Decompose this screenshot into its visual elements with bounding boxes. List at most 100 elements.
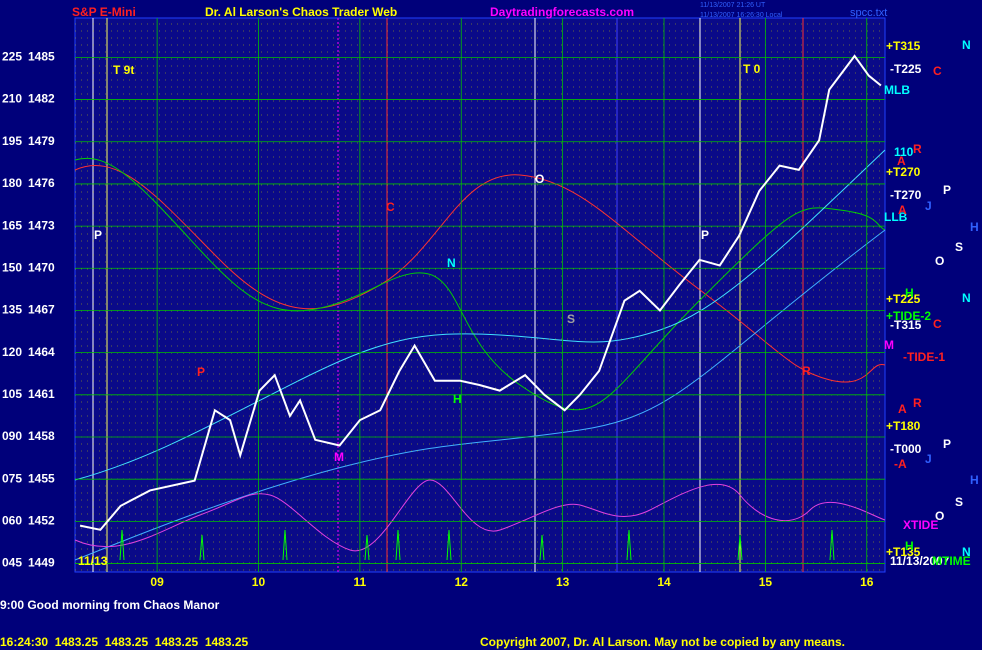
x-tick-label: 13 <box>556 575 570 589</box>
annotation: MLB <box>884 83 910 97</box>
annotation: R <box>913 396 922 410</box>
annotation: P <box>943 437 951 451</box>
y2-tick-label: 090 <box>2 429 22 443</box>
annotation: +T270 <box>886 165 921 179</box>
annotation: A <box>897 154 906 168</box>
annotation: R <box>802 364 811 378</box>
annotation: P <box>701 228 709 242</box>
site-title: Dr. Al Larson's Chaos Trader Web <box>205 5 397 19</box>
y2-tick-label: 150 <box>2 260 22 274</box>
annotation: XTIDE <box>903 518 938 532</box>
annotation: S <box>567 312 575 326</box>
annotation: O <box>935 509 944 523</box>
annotation: -T225 <box>890 62 922 76</box>
marks <box>79 54 882 531</box>
annotation: C <box>933 64 942 78</box>
annotation: -T315 <box>890 318 922 332</box>
green-curve <box>74 157 886 411</box>
annotation: N <box>962 545 971 559</box>
y-tick-label: 1452 <box>28 514 55 528</box>
y2-tick-label: 045 <box>2 556 22 570</box>
annotation: M <box>884 338 894 352</box>
annotation: C <box>933 317 942 331</box>
x-tick-label: 10 <box>252 575 266 589</box>
y2-tick-label: 120 <box>2 345 22 359</box>
y-tick-label: 1455 <box>28 471 55 485</box>
annotation: N <box>962 291 971 305</box>
annotation: C <box>386 200 395 214</box>
annotation: -T270 <box>890 188 922 202</box>
footer-copyright: Copyright 2007, Dr. Al Larson. May not b… <box>480 635 845 649</box>
annotation: R <box>913 142 922 156</box>
annotation: +T135 <box>886 545 921 559</box>
price-line <box>79 54 882 531</box>
annotation: H <box>970 220 979 234</box>
annotation: 11/13 <box>78 554 108 568</box>
symbol: S&P E-Mini <box>72 5 136 19</box>
blue-curve <box>74 229 886 561</box>
x-tick-label: 16 <box>860 575 874 589</box>
y-tick-label: 1473 <box>28 218 55 232</box>
annotation: +T315 <box>886 39 921 53</box>
annotation: T 0 <box>743 62 761 76</box>
y2-tick-label: 180 <box>2 176 22 190</box>
y2-tick-label: 225 <box>2 50 22 64</box>
y-tick-label: 1461 <box>28 387 55 401</box>
x-tick-label: 09 <box>150 575 164 589</box>
y-tick-label: 1479 <box>28 134 55 148</box>
annotation: LLB <box>884 210 908 224</box>
y2-tick-label: 165 <box>2 218 22 232</box>
annotation: J <box>925 199 932 213</box>
y-tick-label: 1449 <box>28 556 55 570</box>
y-tick-label: 1470 <box>28 260 55 274</box>
annotation: S <box>955 495 963 509</box>
x-tick-label: 11 <box>354 575 367 589</box>
annotation: P <box>197 365 205 379</box>
annotation: A <box>898 203 907 217</box>
annotation: H <box>905 286 914 300</box>
annotation: 11/13/2007 <box>890 554 950 568</box>
annotation: 110 <box>894 145 914 159</box>
site-url: Daytradingforecasts.com <box>490 5 634 19</box>
annotation: T 9t <box>113 63 134 77</box>
annotation: O <box>935 254 944 268</box>
annotation: N <box>447 256 456 270</box>
x-tick-label: 12 <box>455 575 469 589</box>
annotation: H <box>453 392 462 406</box>
y-tick-label: 1476 <box>28 176 55 190</box>
annotation: +TIDE-2 <box>886 309 931 323</box>
file-name: spcc.txt <box>850 7 887 19</box>
annotation: -TIDE-1 <box>903 350 945 364</box>
annotation: +T180 <box>886 419 921 433</box>
annotation: P <box>943 183 951 197</box>
y-tick-label: 1485 <box>28 50 55 64</box>
y2-tick-label: 195 <box>2 134 22 148</box>
y2-tick-label: 060 <box>2 514 22 528</box>
annotation: MTIME <box>932 554 971 568</box>
red-curve <box>74 165 886 383</box>
footer-quote: 16:24:30 1483.25 1483.25 1483.25 1483.25 <box>0 635 249 649</box>
time-ut: 11/13/2007 21:26 UT <box>700 2 766 9</box>
cyan-curve <box>74 149 886 481</box>
annotation: H <box>905 539 914 553</box>
annotations: +T315 -T225 MLB 110 +T270 -T270 LLB +T22… <box>78 38 979 568</box>
annotation: -A <box>894 457 907 471</box>
y-tick-label: 1464 <box>28 345 55 359</box>
annotation: +T225 <box>886 292 921 306</box>
oscillator <box>74 479 886 552</box>
annotation: J <box>925 452 932 466</box>
y2-tick-label: 210 <box>2 92 22 106</box>
y2-tick-label: 135 <box>2 303 22 317</box>
y2-tick-label: 075 <box>2 471 22 485</box>
footer-message: 9:00 Good morning from Chaos Manor <box>0 598 220 612</box>
header: S&P E-Mini Dr. Al Larson's Chaos Trader … <box>72 2 887 19</box>
time-local: 11/13/2007 16:26:30 Local <box>700 12 783 19</box>
annotation: O <box>535 172 544 186</box>
y-tick-label: 1467 <box>28 303 55 317</box>
x-tick-label: 15 <box>759 575 773 589</box>
x-tick-label: 14 <box>657 575 671 589</box>
annotation: S <box>955 240 963 254</box>
y2-tick-label: 105 <box>2 387 22 401</box>
annotation: -T000 <box>890 442 922 456</box>
